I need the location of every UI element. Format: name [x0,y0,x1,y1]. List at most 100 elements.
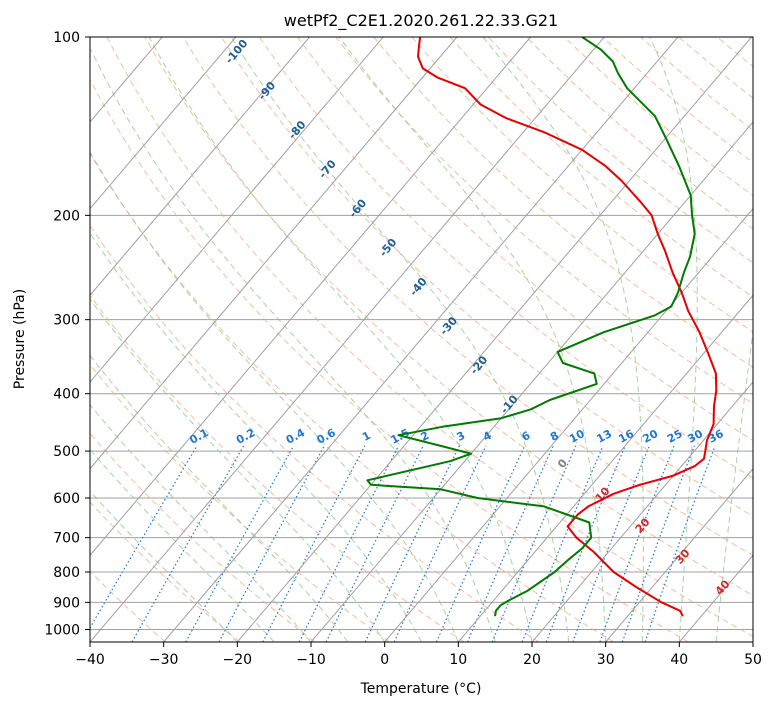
isotherm-line [90,37,237,210]
mixing-ratio-label: 1 [360,429,373,444]
mixing-ratio-line [466,445,554,642]
isotherm-line [90,37,458,470]
isotherm-label: -90 [256,79,279,103]
y-tick-label: 300 [53,313,80,329]
isotherm-line [605,467,753,642]
dry-adiabat [220,37,753,517]
chart-title: wetPf2_C2E1.2020.261.22.33.G21 [284,11,558,31]
x-tick-label: 50 [744,652,762,668]
mixing-ratio-line [364,445,460,642]
mixing-ratio-label: 13 [594,427,614,446]
mixing-ratio-line [393,445,487,642]
dry-adiabat [90,501,241,642]
dry-adiabat [755,37,775,642]
mixing-ratio-line [599,445,675,642]
y-tick-label: 900 [53,595,80,611]
dry-adiabat [373,37,753,369]
isotherm-line [384,207,753,642]
y-axis-label: Pressure (hPa) [12,289,28,389]
x-tick-label: 10 [449,652,467,668]
moist-adiabat [90,151,459,642]
x-tick-label: −30 [149,652,179,668]
mixing-ratio-line [325,445,424,642]
moist-adiabat [90,448,275,642]
mixing-ratio-label: 30 [685,427,705,446]
isotherm-line [236,37,752,642]
dry-adiabat [90,294,465,642]
moist-adiabat [715,326,753,642]
x-axis-ticks: −40 −30 −20 −10 0 10 20 30 40 50 [75,642,762,668]
x-axis-label: Temperature (°C) [360,681,482,697]
mixing-ratio-label: 25 [665,427,685,446]
moist-adiabat [230,37,570,642]
isotherm-line [163,37,679,642]
mixing-ratio-line [644,445,716,642]
dry-adiabat [90,363,390,642]
isotherm-label: -30 [437,314,460,338]
x-tick-label: 40 [670,652,688,668]
dry-adiabat [449,37,753,298]
dry-adiabat [144,37,753,597]
mixing-ratio-label: 10 [567,427,587,446]
moist-adiabat [90,403,312,642]
dry-adiabat [182,37,753,557]
isotherm-label: -50 [377,236,400,260]
moist-adiabat [338,37,607,642]
x-tick-label: −40 [75,652,105,668]
moist-adiabat [482,37,644,642]
isotherm-label: 20 [633,515,653,535]
dry-adiabat [90,224,540,642]
moist-adiabat [90,298,386,642]
isotherm-label: 40 [713,577,733,597]
isotherm-line [678,554,753,642]
dry-adiabat [90,570,166,642]
isotherm-label: -100 [223,37,251,67]
moist-adiabat [649,37,698,642]
isotherm-line [752,641,753,642]
isotherm-label: 0 [555,456,570,471]
mixing-ratio-label: 0.1 [187,426,210,447]
isotherm-line [90,37,605,642]
moist-adiabat [148,37,533,642]
dry-adiabat [411,37,753,333]
mixing-ratio-line [90,445,198,630]
y-tick-label: 500 [53,444,80,460]
isotherm-line [531,381,753,642]
y-tick-label: 1000 [44,622,80,638]
isotherm-label: -70 [316,157,339,181]
mixing-ratio-line [218,445,325,642]
dry-adiabat [678,37,753,99]
isotherm-line [90,37,531,557]
dry-adiabat [564,37,753,197]
dry-adiabat [90,432,316,642]
isotherm-lines [90,37,753,642]
y-axis-ticks: 100 200 300 400 500 600 700 800 900 1000 [44,30,90,638]
dry-adiabat [525,37,753,230]
mixing-ratio-label: 0.2 [234,426,257,447]
isotherm-line [90,37,384,383]
x-tick-label: 0 [380,652,389,668]
mixing-ratio-label: 4 [481,429,494,444]
dewpoint-line [366,37,696,617]
x-tick-label: 30 [597,652,615,668]
x-tick-label: 20 [523,652,541,668]
x-tick-label: −20 [223,652,253,668]
mixing-ratio-line [491,445,577,642]
y-tick-label: 400 [53,387,80,403]
dry-adiabat [90,78,689,642]
mixing-ratio-label: 0.6 [314,426,338,447]
isotherm-line [90,37,310,297]
plot-frame [89,36,754,643]
mixing-ratio-label: 16 [616,427,636,446]
isotherm-label: -20 [468,353,491,377]
isotherm-label: 30 [673,546,693,566]
y-tick-label: 700 [53,531,80,547]
mixing-ratio-label: 6 [520,429,533,444]
profile-lines [366,37,718,617]
y-tick-label: 800 [53,565,80,581]
isotherm-line [310,121,753,642]
mixing-ratio-line [185,445,295,642]
mixing-ratio-label: 20 [641,427,661,446]
mixing-ratio-line [131,445,245,642]
mixing-ratio-line [621,445,695,642]
